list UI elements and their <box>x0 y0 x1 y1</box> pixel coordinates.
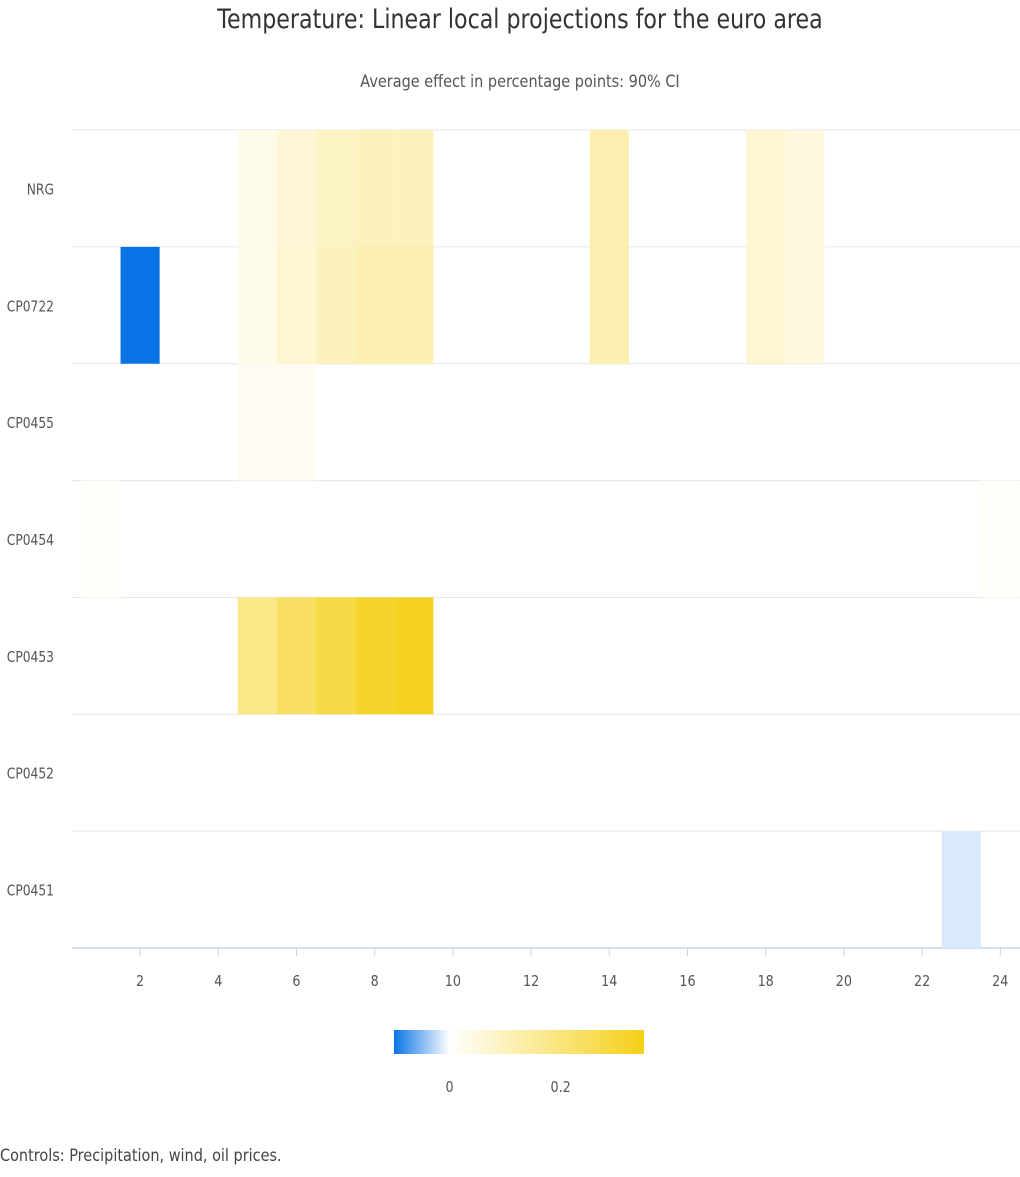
y-axis-label: CP0452 <box>7 766 54 783</box>
heatmap-cell <box>394 130 434 247</box>
legend-color-bar <box>394 1030 644 1054</box>
legend-tick-label: 0.2 <box>551 1079 571 1096</box>
heatmap-cell <box>785 130 825 247</box>
y-axis-label: CP0453 <box>7 649 54 666</box>
heatmap-cell <box>980 480 1020 598</box>
x-axis-label: 10 <box>445 973 461 990</box>
heatmap-cell <box>785 246 825 364</box>
x-axis-label: 16 <box>679 973 695 990</box>
heatmap-cells <box>81 130 1020 948</box>
heatmap-cell <box>81 480 121 598</box>
chart-footnote: Controls: Precipitation, wind, oil price… <box>0 1146 282 1166</box>
heatmap-cell <box>394 246 434 364</box>
heatmap-cell <box>355 130 395 247</box>
y-axis-label: NRG <box>27 181 54 198</box>
heatmap-cell <box>237 597 277 715</box>
heatmap-cell <box>941 831 981 948</box>
heatmap-cell <box>276 597 317 715</box>
y-axis-label: CP0454 <box>7 532 54 549</box>
heatmap-cell <box>746 130 786 247</box>
y-axis-labels: NRG CP0722 CP0455 CP0454 CP0453 CP0452 CP0451 <box>7 181 54 900</box>
chart-subtitle: Average effect in percentage points: 90%… <box>360 72 680 92</box>
heatmap-cell <box>276 246 317 364</box>
heatmap-cell <box>120 246 160 364</box>
heatmap-cell <box>237 246 277 364</box>
x-axis-label: 4 <box>214 973 222 990</box>
heatmap-cell <box>237 363 277 481</box>
heatmap-cell <box>589 130 629 247</box>
x-axis-label: 24 <box>992 973 1008 990</box>
y-axis-label: CP0722 <box>7 298 54 315</box>
heatmap-cell <box>355 597 395 715</box>
heatmap-cell <box>316 246 356 364</box>
x-axis-label: 6 <box>292 973 300 990</box>
x-axis-label: 8 <box>371 973 379 990</box>
y-axis-label: CP0455 <box>7 415 54 432</box>
legend-tick-label: 0 <box>445 1079 453 1096</box>
x-axis-label: 18 <box>758 973 774 990</box>
x-axis-label: 20 <box>836 973 852 990</box>
heatmap-cell <box>316 130 356 247</box>
chart-title: Temperature: Linear local projections fo… <box>217 4 823 35</box>
row-separators <box>72 129 1020 949</box>
heatmap-cell <box>589 246 629 364</box>
x-axis-label: 12 <box>523 973 539 990</box>
x-axis-label: 22 <box>914 973 930 990</box>
color-legend: 0 0.2 <box>394 1030 644 1096</box>
heatmap-cell <box>276 363 317 481</box>
x-axis: 2 4 6 8 10 12 14 16 18 20 22 24 <box>136 948 1009 990</box>
heatmap-cell <box>316 597 356 715</box>
y-axis-label: CP0451 <box>7 882 54 899</box>
heatmap-cell <box>394 597 434 715</box>
heatmap-chart: NRGCP0722CP0455CP0454CP0453CP0452CP0451 … <box>7 129 1020 1096</box>
heatmap-cell <box>746 246 786 364</box>
x-axis-label: 14 <box>601 973 617 990</box>
heatmap-cell <box>276 130 317 247</box>
heatmap-cell <box>355 246 395 364</box>
x-axis-label: 2 <box>136 973 144 990</box>
heatmap-cell <box>237 130 277 247</box>
